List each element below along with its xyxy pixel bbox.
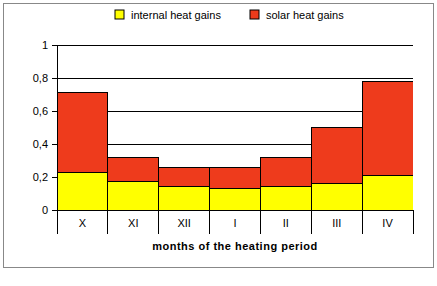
grid-line	[57, 45, 413, 46]
bar	[108, 157, 159, 182]
legend-label: internal heat gains	[131, 9, 221, 21]
tick: XI	[128, 210, 138, 229]
tick-mark	[52, 78, 57, 79]
separator	[107, 210, 108, 234]
tick: 1	[42, 39, 57, 51]
tick-mark	[52, 177, 57, 178]
tick: 0,4	[33, 138, 57, 150]
bar	[362, 175, 413, 210]
separator	[311, 210, 312, 234]
separator	[260, 210, 261, 234]
tick-mark	[52, 210, 57, 211]
tick-label: I	[233, 217, 236, 229]
separator	[362, 210, 363, 234]
separator	[209, 210, 210, 234]
tick: IV	[382, 210, 393, 229]
frame	[4, 4, 434, 268]
bar	[108, 182, 159, 210]
axis-title: months of the heating period	[152, 240, 318, 252]
bar	[311, 128, 362, 184]
legend-swatch	[250, 10, 259, 19]
tick-mark	[52, 111, 57, 112]
plot: 00,20,40,60,81XXIXIIIIIIIIIV	[33, 39, 414, 234]
tick-mark	[52, 45, 57, 46]
tick: 0	[42, 204, 57, 216]
bar	[210, 167, 261, 188]
tick-label: IV	[382, 217, 393, 229]
bar	[260, 157, 311, 187]
tick-label: XI	[128, 217, 138, 229]
tick-label: 0,8	[33, 72, 48, 84]
separator	[158, 210, 159, 234]
tick-label: II	[283, 217, 289, 229]
tick-mark	[52, 144, 57, 145]
tick-label: 0,6	[33, 105, 48, 117]
bar	[311, 184, 362, 210]
tick-label: 1	[42, 39, 48, 51]
grid	[57, 45, 413, 210]
legend-label: solar heat gains	[266, 9, 344, 21]
tick-label: 0,4	[33, 138, 48, 150]
bar	[362, 81, 413, 175]
grid-line	[57, 78, 413, 79]
legend: internal heat gains solar heat gains	[115, 9, 344, 21]
tick: 0,6	[33, 105, 57, 117]
bar	[57, 172, 108, 210]
axis-line	[52, 46, 58, 211]
tick-label: 0	[42, 204, 48, 216]
separator	[57, 210, 58, 234]
tick: X	[79, 210, 87, 229]
y-axis: 0 0,2 0,4 0,6 0,8 1	[33, 39, 58, 216]
tick-label: III	[332, 217, 341, 229]
bars	[57, 81, 413, 210]
bar	[159, 187, 210, 210]
tick: II	[283, 210, 289, 229]
grid-line	[57, 111, 413, 112]
tick: I	[233, 210, 236, 229]
bar	[57, 93, 108, 172]
bar	[210, 189, 261, 210]
bar	[260, 187, 311, 210]
tick: 0,8	[33, 72, 57, 84]
tick: XII	[177, 210, 190, 229]
bar	[159, 167, 210, 187]
tick: 0,2	[33, 171, 57, 183]
series	[57, 81, 413, 188]
chart: 00,20,40,60,81XXIXIIIIIIIIIVmonths of th…	[0, 0, 437, 286]
separator	[413, 210, 414, 234]
tick-label: XII	[177, 217, 190, 229]
separators	[57, 210, 413, 234]
x-axis: XXIXIIIIIIIIIV	[57, 210, 414, 234]
tick-label: 0,2	[33, 171, 48, 183]
tick-label: X	[79, 217, 87, 229]
tick: III	[332, 210, 341, 229]
axis-line	[58, 210, 414, 211]
legend-swatch	[115, 10, 124, 19]
